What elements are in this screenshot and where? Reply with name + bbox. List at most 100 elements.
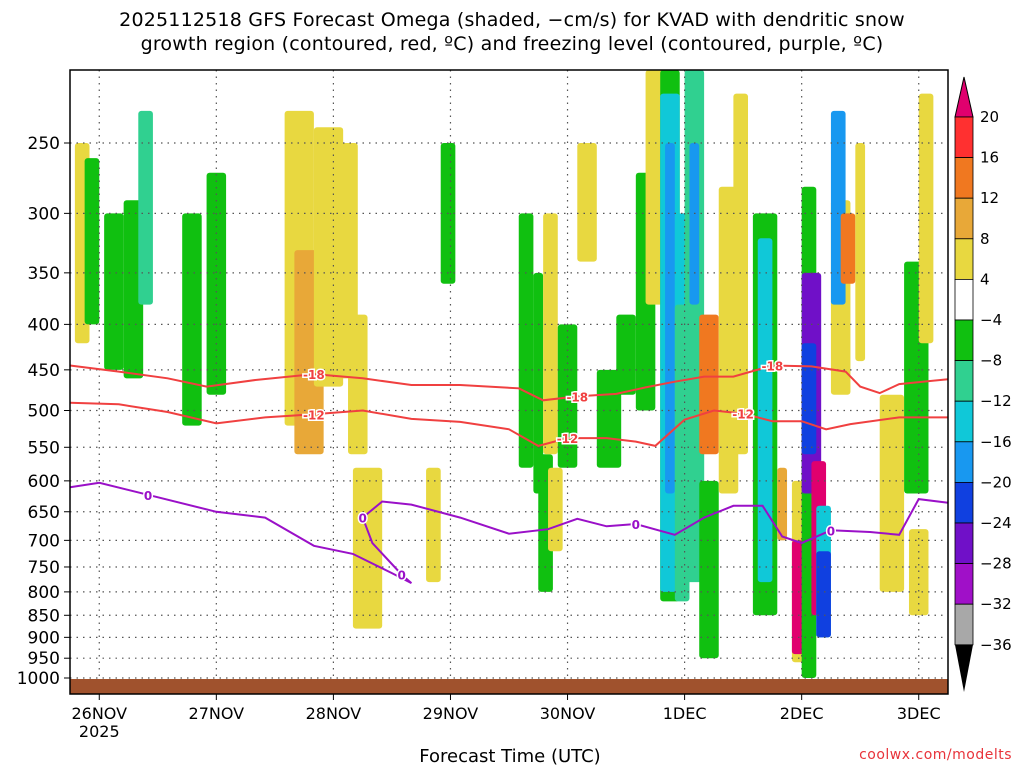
- y-tick-label: 400: [28, 315, 60, 335]
- contour-layer: -18 -18 -18 -12 -12 -12 0 0 0 0 0: [69, 358, 949, 584]
- colorbar-label: −20: [980, 473, 1012, 491]
- omega-cell: [757, 238, 773, 583]
- colorbar-swatch: [954, 238, 974, 280]
- contour-label: 0: [398, 569, 406, 583]
- omega-cell: [816, 551, 831, 638]
- x-tick-label: 3DEC: [897, 704, 941, 723]
- colorbar-arrow-bottom: [955, 644, 973, 692]
- y-tick-label: 850: [28, 606, 60, 626]
- y-tick-label: 700: [28, 531, 60, 551]
- colorbar-swatch: [954, 278, 974, 321]
- colorbar-swatch: [954, 319, 974, 361]
- y-tick-label: 350: [28, 264, 60, 284]
- omega-cell: [206, 172, 227, 395]
- y-tick-label: 450: [28, 361, 60, 381]
- omega-cell: [855, 143, 866, 362]
- omega-cell: [879, 394, 905, 592]
- omega-cell: [689, 143, 700, 305]
- omega-cell: [733, 93, 749, 455]
- colorbar-swatch: [954, 360, 974, 402]
- colorbar-label: −4: [980, 311, 1002, 329]
- colorbar-label: 20: [980, 108, 999, 126]
- x-tick-label: 1DEC: [663, 704, 707, 723]
- axis-layer: 2503003504004505005506006507007508008509…: [17, 134, 941, 741]
- omega-cell: [616, 314, 636, 395]
- omega-cell: [801, 343, 817, 455]
- omega-cell: [313, 127, 344, 387]
- colorbar-label: −32: [980, 595, 1012, 613]
- colorbar-swatch: [954, 603, 974, 646]
- omega-cell: [84, 158, 100, 325]
- contour-label: -12: [732, 408, 754, 422]
- y-tick-label: 950: [28, 649, 60, 669]
- colorbar-label: −24: [980, 514, 1012, 532]
- x-tick-label: 28NOV: [306, 704, 362, 723]
- contour-label: 0: [144, 489, 152, 503]
- omega-cell: [577, 143, 597, 262]
- contour-label: -18: [303, 368, 325, 382]
- colorbar-swatch: [954, 563, 974, 605]
- colorbar-swatch: [954, 481, 974, 524]
- omega-cell: [426, 467, 441, 583]
- colorbar: 20 16 12 8 4 −4 −8 −12 −16 −20 −24 −28 −32 −36: [954, 76, 1012, 692]
- colorbar-swatch: [954, 197, 974, 240]
- colorbar-label: 12: [980, 189, 999, 207]
- contour-label: 0: [358, 512, 366, 526]
- y-tick-label: 600: [28, 472, 60, 492]
- y-tick-label: 650: [28, 503, 60, 523]
- colorbar-label: 4: [980, 270, 990, 288]
- omega-cell: [348, 314, 368, 455]
- y-tick-label: 550: [28, 438, 60, 458]
- colorbar-swatch: [954, 400, 974, 443]
- colorbar-label: 8: [980, 230, 990, 248]
- colorbar-label: 16: [980, 149, 999, 167]
- chart-title-line-1: 2025112518 GFS Forecast Omega (shaded, −…: [119, 9, 905, 31]
- colorbar-swatch: [954, 441, 974, 483]
- omega-cell: [104, 213, 124, 370]
- y-tick-label: 750: [28, 558, 60, 578]
- x-tick-label: 2DEC: [780, 704, 824, 723]
- grid-layer: [70, 70, 948, 694]
- y-tick-label: 900: [28, 628, 60, 648]
- omega-cell: [518, 213, 534, 468]
- contour-label: -18: [566, 390, 588, 404]
- contour-line-red: [69, 401, 948, 447]
- colorbar-swatch: [954, 522, 974, 564]
- chart-title: 2025112518 GFS Forecast Omega (shaded, −…: [0, 8, 1024, 56]
- colorbar-swatch: [954, 157, 974, 199]
- omega-cell: [182, 213, 202, 426]
- omega-cell: [777, 467, 788, 541]
- chart-title-line-2: growth region (contoured, red, ºC) and f…: [140, 33, 884, 55]
- colorbar-label: −36: [980, 636, 1012, 654]
- contour-line-purple: [69, 481, 949, 584]
- omega-cell: [665, 143, 675, 494]
- omega-cell: [645, 70, 666, 305]
- plot-frame: [69, 69, 949, 695]
- omega-cell: [543, 213, 558, 455]
- colorbar-label: −8: [980, 352, 1002, 370]
- omega-cell: [699, 480, 719, 659]
- contour-line-red: [69, 364, 949, 402]
- y-tick-label: 800: [28, 583, 60, 603]
- x-tick-label: 27NOV: [189, 704, 245, 723]
- omega-cell: [908, 529, 929, 616]
- x-tick-label: 26NOV: [71, 704, 127, 723]
- contour-label: 0: [827, 524, 835, 538]
- colorbar-swatch: [954, 116, 974, 158]
- y-tick-label: 300: [28, 204, 60, 224]
- ground-band: [70, 679, 948, 694]
- contour-label: -12: [303, 408, 325, 422]
- x-tick-label: 29NOV: [423, 704, 479, 723]
- contour-label: -18: [762, 360, 784, 374]
- y-tick-label: 250: [28, 134, 60, 154]
- credit-text: coolwx.com/modelts: [859, 747, 1012, 763]
- omega-shading-layer: [74, 70, 934, 679]
- x-axis-label: Forecast Time (UTC): [419, 746, 601, 767]
- colorbar-label: −28: [980, 555, 1012, 573]
- contour-label: -12: [557, 432, 579, 446]
- omega-cell: [548, 467, 563, 552]
- omega-cell: [918, 93, 934, 344]
- colorbar-label: −12: [980, 392, 1012, 410]
- x-tick-label: 30NOV: [540, 704, 596, 723]
